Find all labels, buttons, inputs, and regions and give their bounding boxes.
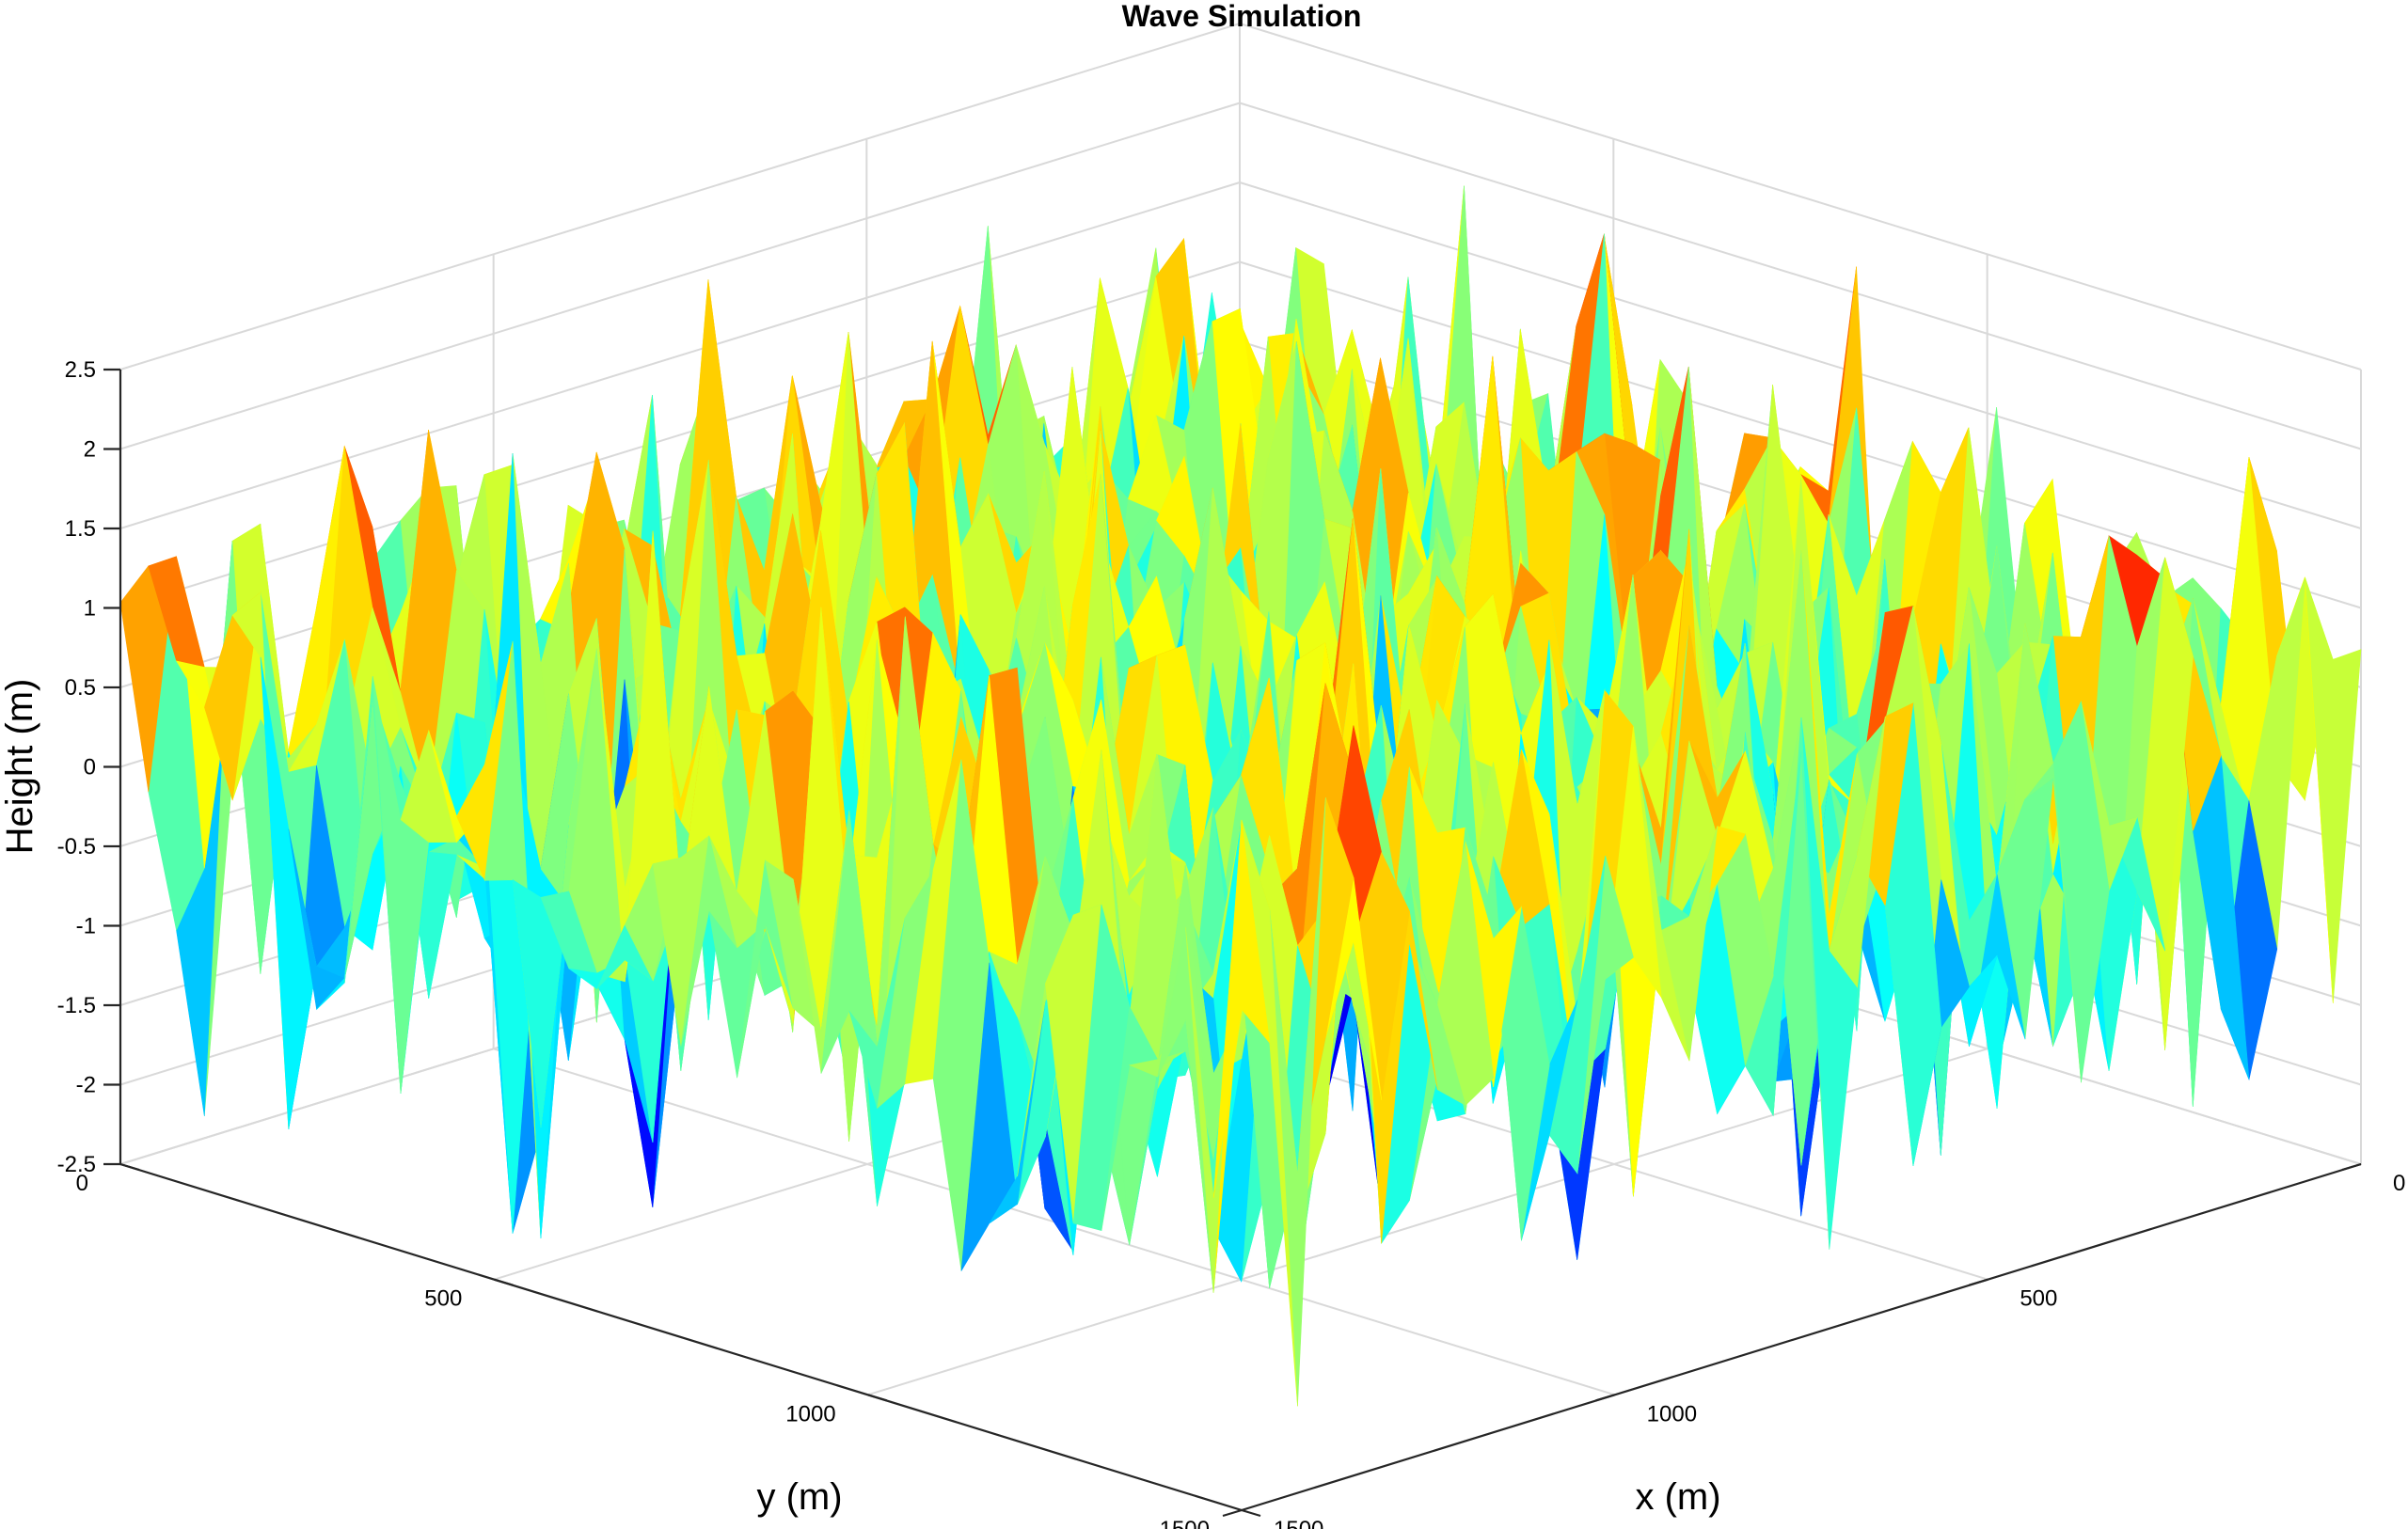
x-axis-line <box>1241 1162 2362 1512</box>
grid-line-z-right-8 <box>1239 181 2362 529</box>
z-tick-label-10: 2.5 <box>65 357 96 383</box>
axes-layer <box>103 368 2362 1518</box>
y-tick-label-3: 1500 <box>1160 1517 1210 1529</box>
x-tick-0 <box>1222 1508 1243 1518</box>
surface-layer <box>119 185 2362 1407</box>
chart-title: Wave Simulation <box>1122 0 1362 33</box>
x-tick-3 <box>2341 1162 2362 1172</box>
z-tick-label-1: -2 <box>76 1073 96 1098</box>
z-tick-label-2: -1.5 <box>57 993 96 1018</box>
x-tick-2 <box>1969 1278 1988 1286</box>
z-tick-label-7: 1 <box>84 596 96 622</box>
y-tick-3 <box>1241 1508 1261 1518</box>
grid-line-z-left-9 <box>119 102 1241 450</box>
grid-line-z-right-7 <box>1239 260 2362 609</box>
y-axis-label: y (m) <box>756 1476 842 1518</box>
y-tick-label-2: 1000 <box>785 1401 835 1427</box>
y-tick-0 <box>119 1162 140 1172</box>
x-axis-label: x (m) <box>1635 1476 1720 1518</box>
z-tick-label-0: -2.5 <box>57 1152 96 1177</box>
x-tick-label-1: 1000 <box>1647 1401 1697 1427</box>
surface-patch <box>1212 819 1271 1198</box>
z-tick-label-6: 0.5 <box>65 675 96 701</box>
y-tick-2 <box>867 1394 887 1402</box>
z-tick-label-8: 1.5 <box>65 516 96 542</box>
x-tick-label-2: 500 <box>2020 1286 2057 1312</box>
grid-line-z-left-7 <box>119 260 1241 609</box>
z-tick-label-9: 2 <box>84 437 96 463</box>
y-tick-label-0: 0 <box>76 1171 88 1196</box>
z-axis-label: Height (m) <box>0 679 40 855</box>
x-tick-label-3: 0 <box>2393 1171 2405 1196</box>
y-tick-label-1: 500 <box>424 1286 462 1312</box>
z-tick-label-3: -1 <box>76 914 96 939</box>
surface-patch <box>2305 576 2362 1003</box>
x-tick-label-0: 1500 <box>1274 1517 1323 1529</box>
grid-line-z-right-10 <box>1239 23 2362 370</box>
z-tick-label-4: -0.5 <box>57 834 96 859</box>
grid-line-z-left-10 <box>119 23 1241 370</box>
grid-line-z-right-9 <box>1239 102 2362 450</box>
x-tick-1 <box>1595 1394 1615 1402</box>
z-tick-label-5: 0 <box>84 755 96 780</box>
grid-line-z-left-8 <box>119 181 1241 529</box>
y-tick-1 <box>494 1278 514 1286</box>
y-axis-line <box>119 1162 1243 1512</box>
